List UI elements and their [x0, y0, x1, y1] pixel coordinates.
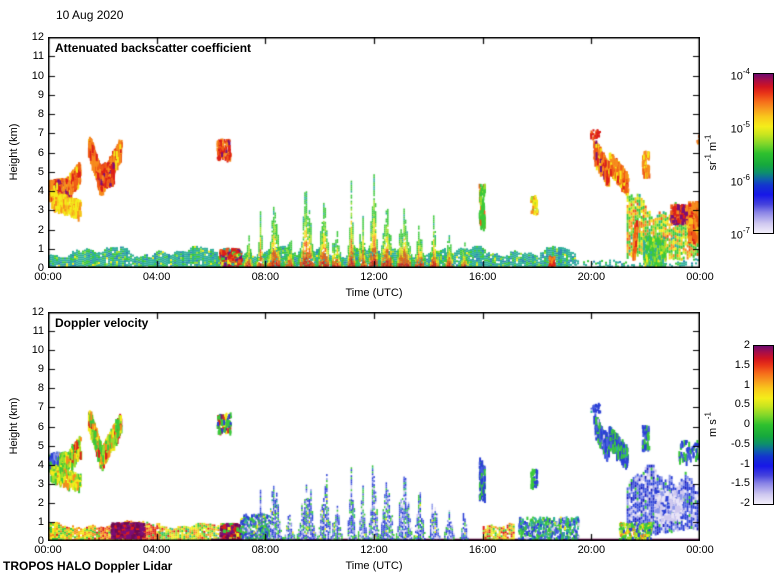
colorbar-tick-label: 0: [743, 418, 750, 430]
y-tick-label: 3: [37, 477, 44, 490]
y-tick-label: 5: [37, 165, 44, 178]
y-tick-label: 7: [37, 127, 44, 140]
x-tick-label: 20:00: [577, 271, 606, 283]
time-axis-label-backscatter: Time (UTC): [345, 287, 403, 299]
instrument-label: TROPOS HALO Doppler Lidar: [3, 559, 173, 573]
y-tick-label: 5: [37, 439, 44, 452]
colorbar-tick-label: 10-6: [730, 173, 750, 189]
doppler-panel-title: Doppler velocity: [55, 316, 149, 330]
x-tick-label: 12:00: [360, 544, 388, 556]
colorbar-tick-label: -1.5: [731, 477, 750, 490]
x-tick-label: 20:00: [577, 544, 606, 556]
colorbar-tick-label: 1.5: [734, 358, 750, 371]
y-tick-label: 2: [37, 496, 44, 509]
y-tick-label: 9: [37, 363, 44, 376]
time-axis-label-doppler: Time (UTC): [345, 560, 403, 572]
y-tick-label: 11: [32, 50, 44, 63]
backscatter-heatmap-canvas: [48, 37, 700, 268]
y-tick-label: 6: [37, 146, 44, 159]
x-tick-label: 00:00: [34, 271, 62, 283]
y-tick-label: 4: [37, 185, 44, 197]
x-tick-label: 00:00: [686, 271, 714, 283]
x-tick-label: 04:00: [142, 544, 171, 556]
y-tick-label: 11: [32, 325, 44, 338]
y-tick-label: 0: [37, 535, 44, 547]
y-tick-label: 0: [37, 262, 44, 274]
colorbar-tick-label: 0.5: [734, 398, 750, 411]
y-tick-label: 12: [31, 306, 44, 318]
y-tick-label: 2: [37, 223, 44, 236]
y-tick-label: 8: [37, 382, 44, 395]
x-tick-label: 16:00: [468, 544, 497, 556]
y-tick-label: 1: [37, 242, 44, 255]
doppler-colorbar: [753, 345, 774, 505]
colorbar-tick-label: -2: [740, 497, 750, 509]
y-tick-label: 6: [37, 420, 44, 433]
y-tick-label: 7: [37, 401, 44, 414]
x-tick-label: 08:00: [251, 271, 280, 283]
x-tick-label: 08:00: [251, 544, 280, 556]
colorbar-tick-label: 10-5: [730, 120, 750, 136]
colorbar-tick-label: 10-7: [730, 226, 750, 242]
y-tick-label: 12: [31, 31, 44, 43]
y-tick-label: 10: [31, 344, 44, 357]
colorbar-tick-label: -0.5: [731, 437, 750, 450]
x-tick-label: 12:00: [360, 271, 388, 283]
y-tick-label: 1: [37, 515, 44, 528]
x-tick-label: 04:00: [142, 271, 171, 283]
colorbar-tick-label: 1: [743, 378, 750, 391]
backscatter-colorbar: [753, 73, 774, 234]
x-tick-label: 00:00: [686, 544, 714, 556]
y-tick-label: 9: [37, 88, 44, 101]
colorbar-tick-label: 10-4: [730, 67, 750, 83]
y-tick-label: 3: [37, 204, 44, 217]
colorbar-tick-label: -1: [740, 457, 750, 470]
x-tick-label: 00:00: [34, 544, 62, 556]
y-tick-label: 8: [37, 108, 44, 120]
y-tick-label: 10: [31, 69, 44, 82]
date-label: 10 Aug 2020: [56, 8, 124, 22]
y-tick-label: 4: [37, 458, 44, 471]
x-tick-label: 16:00: [468, 271, 497, 283]
colorbar-tick-label: 2: [743, 339, 750, 351]
backscatter-panel-title: Attenuated backscatter coefficient: [55, 41, 252, 55]
doppler-heatmap-canvas: [48, 312, 700, 541]
